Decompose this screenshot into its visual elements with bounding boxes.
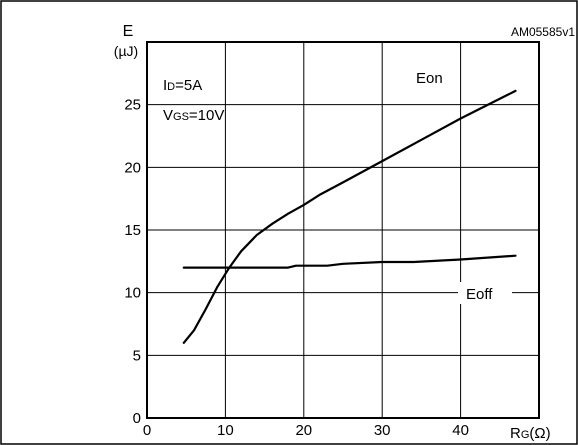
x-tick-label-30: 30 — [374, 422, 391, 439]
y-tick-label-10: 10 — [124, 285, 141, 302]
eoff-label-background — [458, 282, 512, 304]
x-axis-label: RG(Ω) — [510, 425, 551, 442]
condition-drain-current-value: =5A — [175, 77, 202, 94]
series-label-eoff: Eoff — [466, 286, 493, 303]
condition-gate-voltage-sub: GS — [173, 111, 189, 123]
x-tick-label-0: 0 — [143, 422, 151, 439]
y-tick-label-25: 25 — [124, 97, 141, 114]
condition-drain-current-main: I — [163, 77, 167, 94]
series-line-eon — [182, 89, 517, 344]
x-axis-label-subscript: G — [521, 429, 530, 441]
x-tick-label-20: 20 — [295, 422, 312, 439]
y-tick-label-0: 0 — [133, 410, 141, 427]
y-axis-symbol: E — [123, 23, 134, 40]
data-series — [182, 89, 517, 344]
eon-label-background — [410, 66, 460, 88]
y-axis-unit: (µJ) — [114, 43, 138, 59]
x-axis-label-unit: (Ω) — [529, 425, 550, 442]
series-line-eoff — [182, 254, 517, 269]
tick-labels: 0 10 20 30 40 0 5 10 15 20 25 — [124, 97, 469, 439]
condition-gate-voltage-value: =10V — [189, 107, 224, 124]
x-tick-label-40: 40 — [452, 422, 469, 439]
condition-gate-voltage: VGS=10V — [163, 107, 224, 124]
condition-gate-voltage-main: V — [163, 107, 173, 124]
series-label-eon: Eon — [416, 70, 443, 87]
condition-drain-current-sub: D — [167, 81, 175, 93]
y-tick-label-20: 20 — [124, 159, 141, 176]
figure-id-label: AM05585v1 — [511, 25, 575, 39]
x-axis-label-main: R — [510, 425, 521, 442]
y-tick-label-5: 5 — [133, 347, 141, 364]
grid-lines — [147, 42, 539, 418]
condition-drain-current: ID=5A — [163, 77, 202, 94]
x-tick-label-10: 10 — [217, 422, 234, 439]
y-tick-label-15: 15 — [124, 222, 141, 239]
plot-area-border — [146, 41, 540, 419]
